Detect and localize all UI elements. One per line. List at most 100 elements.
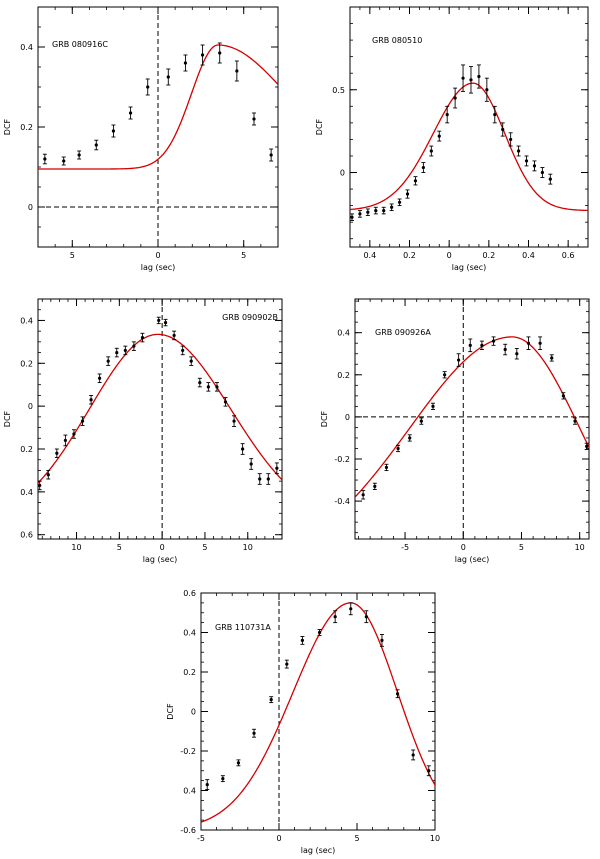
data-point [396, 446, 400, 451]
dcf-panel-4: -5 0 5 10 0.4 0.2 0 -0.2 -0.4 lag (sec) DCF GRB 090… [320, 298, 590, 564]
data-point [361, 493, 365, 497]
data-point [516, 149, 521, 153]
data-point [223, 400, 228, 404]
data-point [218, 51, 222, 55]
data-point [457, 358, 461, 362]
data-point [98, 376, 102, 380]
data-point [269, 153, 273, 157]
dcf-panel-1: 5 0 5 0 0.2 0.4 lag (sec) DCF GRB 080916C [3, 6, 279, 272]
data-point [215, 385, 219, 389]
data-point [461, 76, 465, 80]
y-tick-label: 0.6 [20, 531, 33, 540]
data-point [146, 85, 150, 89]
data-point [72, 432, 76, 436]
x-tick-label: 0 [276, 834, 281, 843]
fit-curve [350, 82, 588, 212]
y-axis-label: DCF [320, 410, 329, 427]
data-point [429, 149, 433, 153]
y-axis-label: DCF [166, 703, 175, 720]
data-point [515, 352, 519, 356]
fit-curve [355, 336, 589, 498]
data-point [38, 483, 42, 488]
y-tick-label: 0.4 [337, 329, 350, 338]
plot-frame [37, 298, 283, 540]
data-point [384, 465, 389, 470]
data-point [538, 341, 542, 345]
y-tick-label: 0 [191, 708, 196, 717]
y-tick-label: 0.2 [20, 359, 33, 368]
data-point [366, 210, 370, 214]
data-point [532, 164, 537, 168]
y-axis-label: DCF [315, 118, 324, 135]
data-point [509, 137, 513, 142]
data-point [443, 373, 447, 377]
fit-curve [201, 602, 435, 823]
panel-title: GRB 090926A [375, 328, 431, 337]
panel-title: GRB 090902B [222, 313, 278, 322]
data-point [411, 753, 415, 757]
data-point [526, 341, 531, 345]
data-point [128, 111, 133, 115]
x-tick-label: 5 [202, 543, 207, 552]
data-point [395, 692, 400, 696]
data-point [421, 165, 425, 170]
data-point [573, 419, 577, 423]
y-tick-label: 0.4 [20, 316, 33, 325]
y-axis-label: DCF [3, 118, 12, 135]
y-tick-label: 0.2 [20, 445, 33, 454]
data-point [300, 638, 304, 643]
data-point [236, 761, 241, 765]
data-point [43, 157, 47, 161]
x-axis-label: lag (sec) [452, 263, 486, 272]
data-point [373, 484, 377, 488]
x-axis-label: lag (sec) [301, 846, 335, 855]
data-point [382, 208, 386, 213]
data-point [163, 320, 168, 325]
data-point [524, 159, 529, 163]
data-point [55, 451, 59, 455]
data-point [317, 630, 322, 635]
data-point [111, 129, 116, 133]
data-point [491, 339, 496, 343]
y-tick-label: -0.6 [180, 826, 196, 835]
data-point [232, 419, 236, 423]
data-point [561, 394, 565, 398]
data-point [333, 615, 337, 619]
x-tick-label: 5 [354, 834, 359, 843]
data-point [275, 466, 279, 470]
data-point [189, 359, 193, 363]
x-tick-label: 5 [70, 251, 75, 260]
data-point [140, 335, 145, 340]
data-point [157, 318, 161, 323]
y-tick-label: 0 [28, 203, 33, 212]
data-point [405, 192, 410, 196]
data-point [62, 159, 66, 163]
data-point [548, 177, 552, 181]
data-point [358, 212, 362, 216]
dcf-panel-2: 0.4 0.2 0 0.2 0.4 0.6 0 0.5 lag (sec) DCF GRB 0805… [315, 6, 589, 272]
data-point [453, 96, 457, 100]
data-point [477, 74, 481, 79]
data-point [493, 112, 497, 117]
data-point [427, 769, 431, 773]
y-tick-label: 0.6 [183, 589, 196, 598]
x-tick-label: 0 [461, 543, 466, 552]
data-point [380, 638, 384, 643]
data-point [94, 143, 98, 147]
x-tick-label: 5 [117, 543, 122, 552]
data-point [485, 88, 489, 92]
x-tick-label: 0 [155, 251, 160, 260]
data-point [252, 117, 256, 121]
data-point [206, 385, 210, 389]
x-tick-label: 0.6 [562, 251, 575, 260]
x-tick-label: 0.4 [363, 251, 376, 260]
x-axis-label: lag (sec) [141, 263, 175, 272]
data-point [63, 438, 67, 443]
data-point [221, 777, 225, 781]
data-point [200, 53, 205, 57]
panel-title: GRB 110731A [215, 623, 271, 632]
x-tick-label: 5 [241, 251, 246, 260]
y-tick-label: 0 [345, 413, 350, 422]
data-point [235, 69, 239, 73]
x-axis-label: lag (sec) [143, 555, 177, 564]
